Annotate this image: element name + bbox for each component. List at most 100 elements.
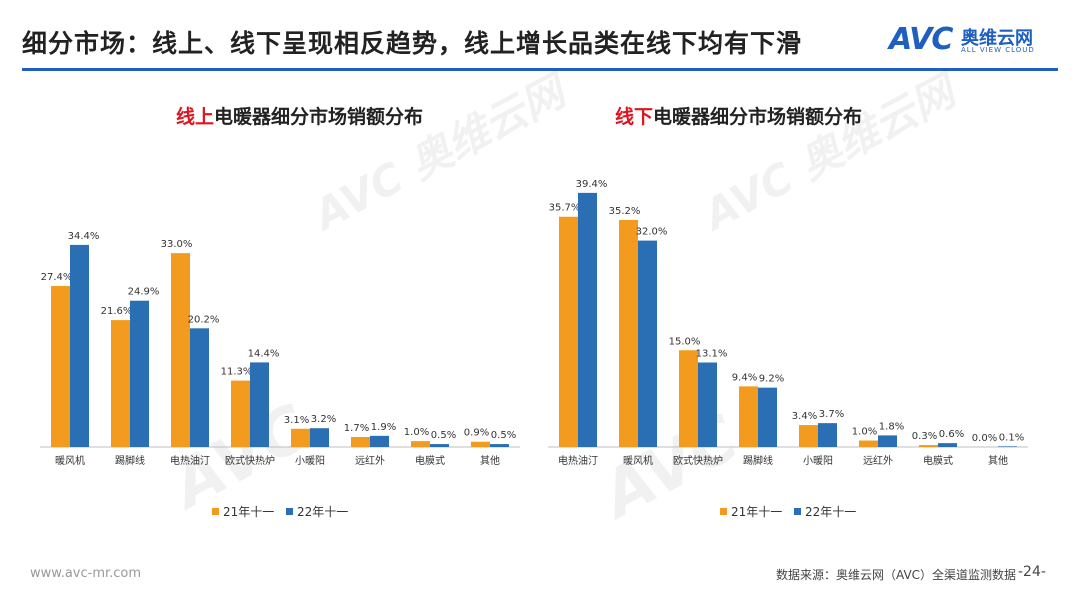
- online-bar-22: [310, 428, 329, 447]
- offline-bar-21: [739, 386, 758, 447]
- offline-data-label: 39.4%: [576, 179, 608, 190]
- online-data-label: 33.0%: [161, 239, 193, 250]
- online-data-label: 0.9%: [464, 428, 489, 439]
- online-data-label: 1.0%: [404, 427, 429, 438]
- offline-bar-22: [758, 387, 777, 447]
- online-bar-22: [490, 444, 509, 447]
- online-legend-label: 21年十一: [223, 505, 274, 519]
- offline-legend-label: 21年十一: [731, 505, 782, 519]
- offline-bar-22: [998, 446, 1017, 447]
- offline-data-label: 35.7%: [549, 203, 581, 214]
- offline-title-highlight: 线下: [615, 106, 654, 128]
- offline-data-label: 13.1%: [696, 349, 728, 360]
- footer-url: www.avc-mr.com: [30, 566, 142, 581]
- online-bar-22: [370, 435, 389, 447]
- offline-legend-swatch: [720, 508, 727, 515]
- online-data-label: 0.5%: [431, 430, 456, 441]
- offline-data-label: 1.0%: [852, 427, 877, 438]
- offline-category-label: 欧式快热炉: [673, 454, 723, 467]
- online-bar-21: [111, 320, 130, 447]
- logo-avc-text: AVC: [889, 22, 953, 57]
- offline-legend-swatch: [794, 508, 801, 515]
- header-divider: [22, 68, 1058, 71]
- online-category-label: 电膜式: [415, 454, 445, 467]
- online-legend-swatch: [286, 508, 293, 515]
- online-bar-21: [411, 441, 430, 447]
- offline-bar-21: [559, 216, 578, 447]
- offline-category-label: 电热油汀: [558, 454, 598, 467]
- online-category-label: 踢脚线: [115, 454, 145, 467]
- online-category-label: 暖风机: [55, 454, 85, 467]
- offline-bar-22: [578, 192, 597, 447]
- online-data-label: 24.9%: [128, 287, 160, 298]
- online-title-rest: 电暖器细分市场销额分布: [214, 106, 424, 128]
- offline-category-label: 暖风机: [623, 454, 653, 467]
- online-data-label: 3.1%: [284, 415, 309, 426]
- offline-data-label: 3.4%: [792, 411, 817, 422]
- offline-bar-22: [878, 435, 897, 447]
- offline-data-label: 35.2%: [609, 206, 641, 217]
- online-bar-21: [351, 437, 370, 447]
- offline-data-label: 0.0%: [972, 433, 997, 444]
- online-data-label: 11.3%: [221, 367, 253, 378]
- offline-category-label: 踢脚线: [743, 454, 773, 467]
- online-title-highlight: 线上: [176, 106, 215, 128]
- offline-category-label: 其他: [988, 454, 1008, 467]
- online-bar-22: [250, 362, 269, 447]
- online-legend-label: 22年十一: [297, 505, 348, 519]
- online-data-label: 34.4%: [68, 231, 100, 242]
- footer-source: 数据来源：奥维云网（AVC）全渠道监测数据: [776, 568, 1017, 582]
- logo-cn-text: 奥维云网: [961, 28, 1033, 49]
- online-bar-21: [171, 253, 190, 447]
- online-data-label: 14.4%: [248, 348, 280, 359]
- offline-bar-21: [799, 425, 818, 447]
- online-data-label: 27.4%: [41, 272, 73, 283]
- offline-bar-21: [679, 350, 698, 447]
- offline-data-label: 3.7%: [819, 409, 844, 420]
- avc-logo: AVC 奥维云网 ALL VIEW CLOUD: [889, 22, 1059, 60]
- page-title: 细分市场：线上、线下呈现相反趋势，线上增长品类在线下均有下滑: [22, 29, 803, 58]
- offline-category-label: 电膜式: [923, 454, 953, 467]
- online-chart-title: 线上电暖器细分市场销额分布: [176, 102, 423, 129]
- online-legend-swatch: [212, 508, 219, 515]
- offline-bar-22: [818, 423, 837, 447]
- offline-data-label: 15.0%: [669, 336, 701, 347]
- offline-bar-21: [919, 445, 938, 447]
- online-data-label: 1.9%: [371, 422, 396, 433]
- online-category-label: 小暖阳: [295, 454, 325, 467]
- offline-data-label: 1.8%: [879, 421, 904, 432]
- online-bar-22: [70, 244, 89, 447]
- offline-category-label: 小暖阳: [803, 454, 833, 467]
- online-bar-21: [291, 428, 310, 447]
- online-bar-21: [231, 380, 250, 447]
- online-data-label: 3.2%: [311, 414, 336, 425]
- offline-bar-22: [938, 443, 957, 447]
- offline-category-label: 远红外: [863, 454, 893, 467]
- online-data-label: 1.7%: [344, 423, 369, 434]
- offline-data-label: 9.2%: [759, 374, 784, 385]
- online-bar-22: [130, 300, 149, 447]
- online-data-label: 20.2%: [188, 314, 220, 325]
- offline-bar-22: [638, 240, 657, 447]
- online-category-label: 欧式快热炉: [225, 454, 275, 467]
- online-bar-22: [190, 328, 209, 447]
- offline-bar-21: [619, 219, 638, 447]
- online-bar-22: [430, 444, 449, 447]
- online-bar-21: [471, 441, 490, 447]
- offline-data-label: 9.4%: [732, 372, 757, 383]
- page-number: -24-: [1018, 564, 1046, 580]
- online-data-label: 0.5%: [491, 430, 516, 441]
- offline-legend-label: 22年十一: [805, 505, 856, 519]
- offline-data-label: 32.0%: [636, 227, 668, 238]
- offline-chart-title: 线下电暖器细分市场销额分布: [615, 102, 862, 129]
- online-data-label: 21.6%: [101, 306, 133, 317]
- online-category-label: 其他: [480, 454, 500, 467]
- offline-data-label: 0.1%: [999, 432, 1024, 443]
- offline-data-label: 0.6%: [939, 429, 964, 440]
- online-category-label: 远红外: [355, 454, 385, 467]
- offline-bar-22: [698, 362, 717, 447]
- offline-data-label: 0.3%: [912, 431, 937, 442]
- offline-bar-21: [859, 440, 878, 447]
- online-category-label: 电热油汀: [170, 454, 210, 467]
